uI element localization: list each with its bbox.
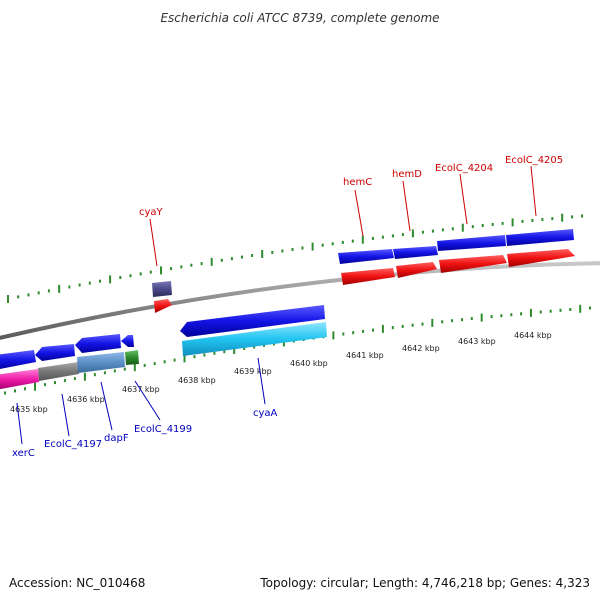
- gene-EcolC_4204-cds[interactable]: [437, 235, 506, 251]
- topology-label: Topology: circular; Length: 4,746,218 bp…: [259, 576, 590, 590]
- tick-label: 4635 kbp: [10, 405, 48, 414]
- map-title: Escherichia coli ATCC 8739, complete gen…: [160, 11, 439, 25]
- gene-label-EcolC_4205[interactable]: EcolC_4205: [505, 155, 563, 166]
- tick-label: 4643 kbp: [458, 337, 496, 346]
- gene-label-dapF[interactable]: dapF: [104, 433, 129, 444]
- gene-cyaY-cds[interactable]: [152, 281, 172, 297]
- gene-label-hemD[interactable]: hemD: [392, 169, 422, 180]
- gene-EcolC_4205-cds[interactable]: [506, 229, 574, 246]
- gene-label-xerC[interactable]: xerC: [12, 448, 35, 459]
- reverse-cog-track: [0, 322, 327, 390]
- forward-cog-track: [152, 249, 575, 313]
- outer-tick-row: [7, 213, 583, 303]
- gene-cyaA-cds[interactable]: [180, 305, 325, 337]
- gene-cyaY-cog[interactable]: [154, 299, 172, 313]
- tick-label: 4636 kbp: [67, 395, 105, 404]
- gene-hemD-cds[interactable]: [393, 246, 438, 259]
- gene-EcolC_4199-cog[interactable]: [125, 350, 139, 365]
- gene-EcolC_4205-cog[interactable]: [507, 249, 575, 267]
- gene-EcolC_4204-cog[interactable]: [439, 255, 507, 273]
- reverse-cds-track: [0, 305, 325, 370]
- gene-hemC-cog[interactable]: [341, 268, 395, 285]
- gene-dapF-cds[interactable]: [75, 334, 121, 353]
- forward-cds-track: [338, 229, 574, 264]
- tick-label: 4639 kbp: [234, 367, 272, 376]
- gene-EcolC_4199-cds[interactable]: [121, 335, 134, 347]
- gene-hemD-cog[interactable]: [396, 262, 437, 278]
- gene-dapF-cog[interactable]: [77, 352, 125, 373]
- gene-label-hemC[interactable]: hemC: [343, 177, 372, 188]
- gene-hemC-cds[interactable]: [338, 249, 394, 264]
- tick-label: 4641 kbp: [346, 351, 384, 360]
- gene-EcolC_4197-cds[interactable]: [35, 344, 75, 361]
- gene-xerC-cds[interactable]: [0, 350, 36, 370]
- accession-label: Accession: NC_010468: [9, 576, 145, 590]
- gene-label-cyaA[interactable]: cyaA: [253, 408, 278, 419]
- bottom-gene-labels: xerC EcolC_4197 dapF EcolC_4199 cyaA: [12, 357, 278, 459]
- tick-label: 4644 kbp: [514, 331, 552, 340]
- gene-cyaA-cog[interactable]: [182, 322, 327, 356]
- tick-label: 4638 kbp: [178, 376, 216, 385]
- gene-label-EcolC_4197[interactable]: EcolC_4197: [44, 439, 102, 450]
- tick-label: 4640 kbp: [290, 359, 328, 368]
- top-gene-labels: cyaY hemC hemD EcolC_4204 EcolC_4205: [139, 155, 563, 267]
- gene-EcolC_4197-cog[interactable]: [38, 362, 79, 381]
- genome-backbone: [0, 261, 600, 340]
- gene-label-cyaY[interactable]: cyaY: [139, 207, 164, 218]
- gene-xerC-cog[interactable]: [0, 369, 39, 390]
- gene-label-EcolC_4204[interactable]: EcolC_4204: [435, 163, 493, 174]
- gene-label-EcolC_4199[interactable]: EcolC_4199: [134, 424, 192, 435]
- tick-label: 4642 kbp: [402, 344, 440, 353]
